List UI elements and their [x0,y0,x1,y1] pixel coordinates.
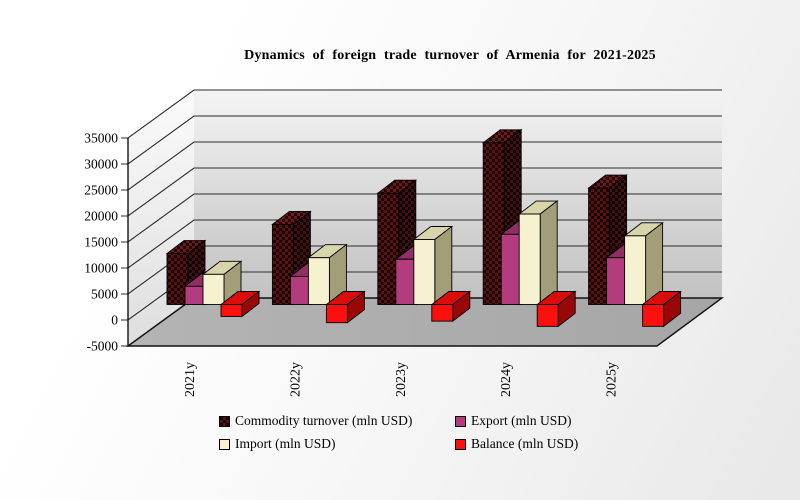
legend-item-commodity-turnover: Commodity turnover (mln USD) [219,413,412,429]
floor [125,297,725,347]
legend-marker-balance-icon [455,438,466,450]
bar-2025y-series2-front [624,235,647,305]
bar-2022y-series0-front [271,223,294,305]
bar-2021y-series2-front [202,273,225,305]
x-category-label: 2023y [394,362,409,397]
bar-2025y-series0-front [588,187,611,305]
x-category-label: 2025y [605,362,620,397]
y-tick-label: 35000 [84,131,118,146]
gridline [121,167,722,217]
legend-label-export: Export (mln USD) [471,413,572,428]
gridline [121,115,722,165]
bar-2024y-series0-front [482,142,505,305]
gridline [121,141,722,191]
y-tick-label: 10000 [84,261,118,276]
bar-2023y-series0-front [377,192,400,305]
legend-label-import: Import (mln USD) [235,436,336,451]
bar-2024y-series2-side [539,200,558,306]
x-category-label: 2021y [183,362,198,397]
gridline [121,245,722,295]
y-tick-label: 25000 [84,183,118,198]
bar-2021y-series3-front [220,304,243,317]
bar-2023y-series3-front [431,304,454,322]
gridline [121,193,722,243]
gridline [121,271,722,321]
legend-label-balance: Balance (mln USD) [471,436,579,451]
bar-2024y-series3-front [536,304,559,327]
bar-2025y-series3-front [642,304,665,327]
legend-marker-import-icon [219,438,230,450]
bar-2023y-series2-front [413,239,436,305]
gridline [121,219,722,269]
y-tick-label: 5000 [91,287,118,302]
bar-2022y-series3-front [325,304,348,324]
chart-title: Dynamics of foreign trade turnover of Ar… [244,48,656,63]
legend-marker-export-icon [455,415,466,427]
x-category-label: 2022y [288,362,303,397]
y-tick-label: -5000 [87,339,119,354]
y-tick-label: 15000 [84,235,118,250]
bar-2021y-series0-front [166,253,189,305]
y-tick-label: 30000 [84,157,118,172]
legend-item-import: Import (mln USD) [219,436,336,452]
gridline [121,89,722,139]
legend-item-export: Export (mln USD) [455,413,572,429]
x-category-label: 2024y [499,362,514,397]
bar-2022y-series2-front [307,257,330,305]
legend-marker-commodity-turnover-icon [219,415,230,427]
y-tick-label: 0 [111,313,118,328]
y-tick-label: 20000 [84,209,118,224]
legend-label-commodity-turnover: Commodity turnover (mln USD) [235,413,413,428]
legend-item-balance: Balance (mln USD) [455,436,578,452]
bar-2024y-series2-front [518,213,541,305]
